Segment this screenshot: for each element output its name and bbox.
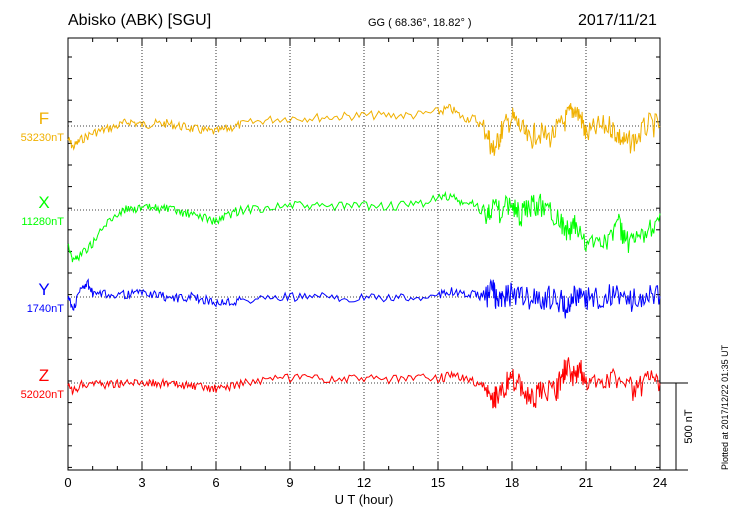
series-line-y: [67, 278, 661, 319]
x-tick-label: 9: [286, 475, 293, 490]
x-tick-label: 3: [138, 475, 145, 490]
series-line-f: [67, 102, 661, 156]
station-coordinates: GG ( 68.36°, 18.82° ): [368, 17, 472, 29]
x-tick-label: 0: [64, 475, 71, 490]
x-tick-label: 21: [579, 475, 593, 490]
station-title: Abisko (ABK) [SGU]: [68, 12, 212, 29]
series-baseline-y: 1740nT: [27, 303, 65, 315]
series-baseline-z: 52020nT: [21, 389, 65, 401]
x-tick-label: 24: [653, 475, 667, 490]
series-name-y: Y: [38, 280, 49, 299]
series-name-x: X: [38, 193, 49, 212]
x-tick-label: 15: [431, 475, 445, 490]
series-line-z: [67, 357, 661, 409]
series-baseline-f: 53230nT: [21, 132, 65, 144]
series-line-x: [67, 190, 661, 263]
series-baseline-x: 11280nT: [21, 216, 64, 228]
x-axis-label: U T (hour): [335, 492, 394, 507]
x-tick-label: 6: [212, 475, 219, 490]
scale-bar-label: 500 nT: [683, 409, 695, 444]
x-tick-label: 18: [505, 475, 519, 490]
series-name-z: Z: [39, 366, 49, 385]
chart-date: 2017/11/21: [578, 12, 657, 29]
x-tick-label: 12: [357, 475, 371, 490]
series-name-f: F: [39, 109, 49, 128]
plotted-timestamp: Plotted at 2017/12/22 01:35 UT: [720, 344, 730, 470]
